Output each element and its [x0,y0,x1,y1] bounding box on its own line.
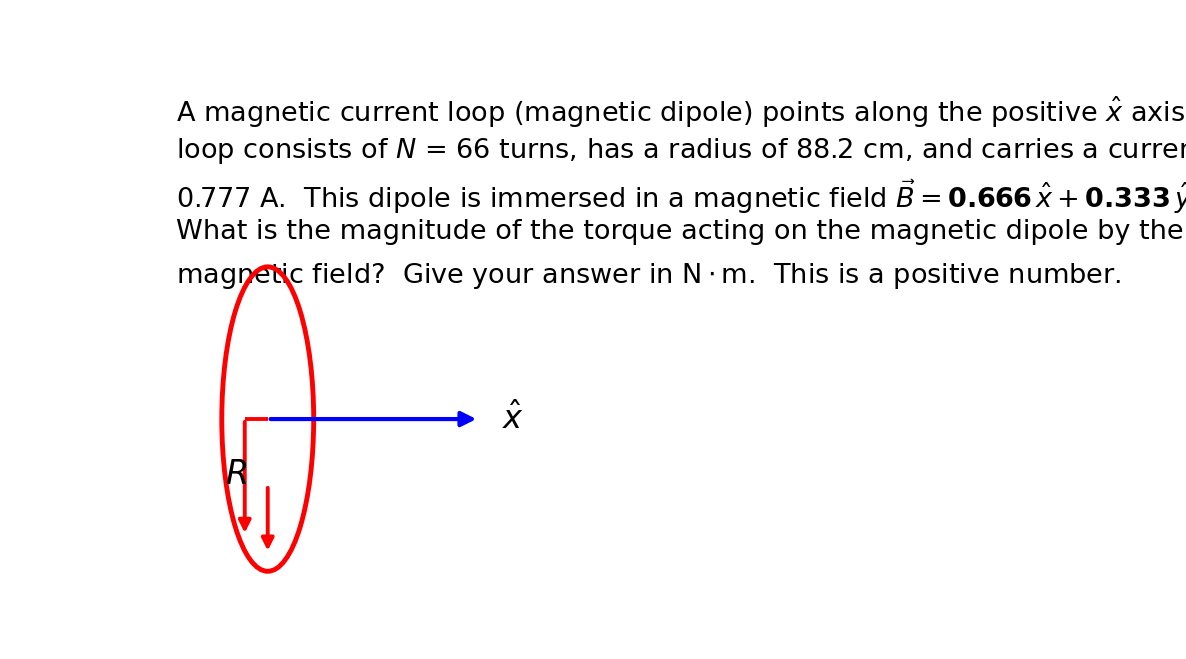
Text: $\mathbf{\mathit{R}}$: $\mathbf{\mathit{R}}$ [224,459,247,492]
Text: A magnetic current loop (magnetic dipole) points along the positive $\hat{x}$ ax: A magnetic current loop (magnetic dipole… [176,94,1186,130]
Text: What is the magnitude of the torque acting on the magnetic dipole by the: What is the magnitude of the torque acti… [176,219,1184,245]
Text: loop consists of $N$ = 66 turns, has a radius of 88.2 cm, and carries a current : loop consists of $N$ = 66 turns, has a r… [176,136,1186,166]
Text: magnetic field?  Give your answer in $\mathrm{N \cdot m}$.  This is a positive n: magnetic field? Give your answer in $\ma… [176,261,1121,291]
Text: 0.777 A.  This dipole is immersed in a magnetic field $\vec{B} = \mathbf{0.666}\: 0.777 A. This dipole is immersed in a ma… [176,177,1186,216]
Text: $\hat{x}$: $\hat{x}$ [502,402,524,436]
